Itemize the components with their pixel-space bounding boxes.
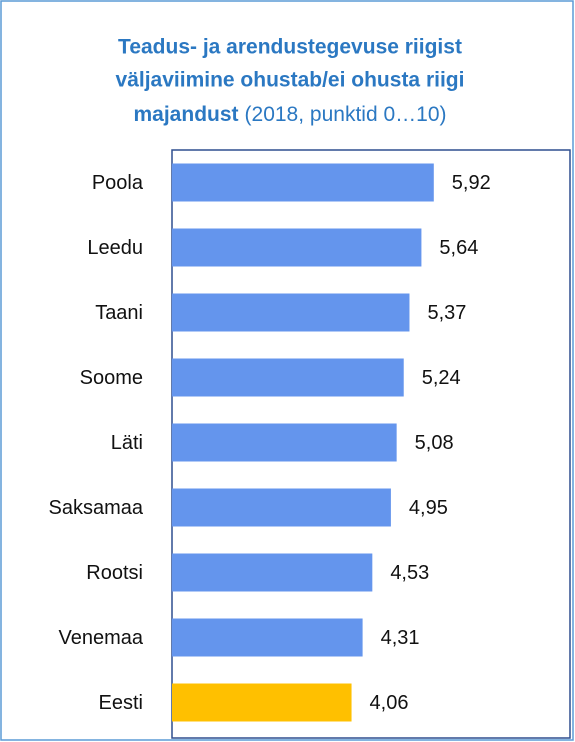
bar xyxy=(172,293,410,332)
chart-subtitle: (2018, punktid 0…10) xyxy=(245,103,447,126)
value-label: 5,37 xyxy=(427,302,466,324)
bar xyxy=(172,423,397,462)
category-label: Taani xyxy=(95,302,143,324)
value-label: 4,31 xyxy=(381,627,420,649)
category-label: Saksamaa xyxy=(49,497,144,519)
bar xyxy=(172,228,422,267)
value-label: 5,24 xyxy=(422,367,461,389)
value-label: 4,95 xyxy=(409,497,448,519)
category-label: Leedu xyxy=(87,237,143,259)
value-label: 5,08 xyxy=(415,432,454,454)
value-label: 4,06 xyxy=(370,692,409,714)
bar xyxy=(172,488,391,527)
category-label: Soome xyxy=(80,367,143,389)
chart-title: väljaviimine ohustab/ei ohusta riigi xyxy=(116,69,465,92)
chart-title: majandust (2018, punktid 0…10) xyxy=(134,103,447,126)
chart-title: Teadus- ja arendustegevuse riigist xyxy=(118,36,462,59)
category-label: Läti xyxy=(111,432,143,454)
chart-title: majandust xyxy=(134,103,239,126)
category-label: Rootsi xyxy=(86,562,143,584)
bar xyxy=(172,683,352,722)
bar xyxy=(172,358,404,397)
value-label: 5,64 xyxy=(439,237,478,259)
category-label: Poola xyxy=(92,172,144,194)
value-label: 5,92 xyxy=(452,172,491,194)
category-label: Eesti xyxy=(99,692,143,714)
bar xyxy=(172,618,363,657)
category-label: Venemaa xyxy=(58,627,143,649)
value-label: 4,53 xyxy=(390,562,429,584)
bar xyxy=(172,163,434,202)
bar xyxy=(172,553,373,592)
